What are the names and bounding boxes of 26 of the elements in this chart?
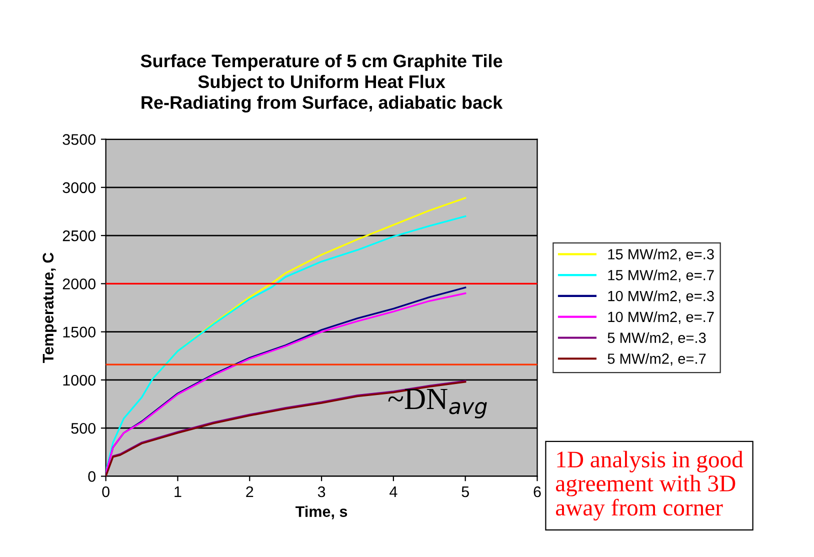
legend-label: 5 MW/m2, e=.7	[608, 353, 706, 366]
y-tick-label: 1000	[63, 374, 96, 386]
x-tick-label: 3	[318, 486, 326, 498]
y-tick-label: 2000	[62, 278, 96, 290]
text: 1D analysis in good agreement with 3D away from corner	[556, 450, 744, 521]
legend-label: 10 MW/m2, e=.7	[608, 311, 714, 324]
x-tick-label: 1	[174, 486, 182, 498]
y-tick-label: 2500	[62, 230, 96, 242]
y-tick-label: 0	[88, 471, 96, 482]
chart-title: Surface Temperature of 5 cm Graphite Tile Subject to Uniform Heat Flux Re-Radiating from Surface, adiabatic back	[140, 54, 503, 113]
x-axis-title: Time, s	[296, 506, 348, 520]
x-tick-label: 2	[246, 486, 254, 498]
y-tick-label: 1500	[63, 326, 96, 338]
x-tick-label: 6	[534, 486, 541, 498]
legend-label: 5 MW/m2, e=.3	[608, 332, 706, 345]
x-tick-label: 5	[462, 486, 469, 498]
legend-label: 15 MW/m2, e=.7	[608, 270, 714, 282]
annotation: ~DN$_{avg}$	[388, 388, 487, 418]
x-tick-label: 0	[102, 486, 110, 498]
y-axis-title: Temperature, C	[42, 252, 57, 364]
y-tick-label: 3000	[62, 182, 96, 194]
legend-label: 10 MW/m2, e=.3	[608, 290, 714, 303]
legend-label: 15 MW/m2, e=.3	[608, 248, 714, 262]
y-tick-label: 3500	[62, 134, 96, 145]
y-tick-label: 500	[71, 422, 96, 434]
x-tick-label: 4	[390, 486, 398, 498]
